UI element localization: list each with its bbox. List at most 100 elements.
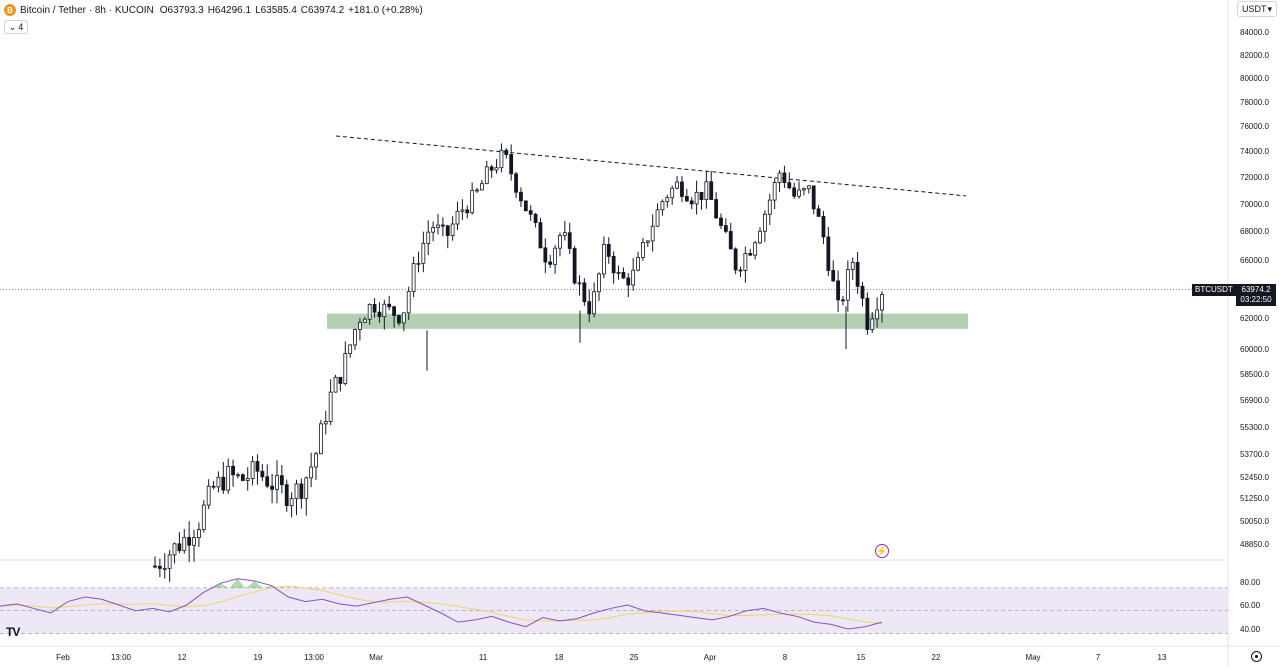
time-tick-label: 15 <box>857 653 866 662</box>
candle-body <box>733 248 738 271</box>
candle-body <box>406 291 411 314</box>
candle-body <box>192 537 196 546</box>
last-price-value: 63974.2 <box>1241 285 1271 294</box>
candle-body <box>665 197 670 202</box>
candle-body <box>680 181 684 197</box>
indicators-toggle-button[interactable]: ⌄ 4 <box>4 20 28 34</box>
candle-body <box>270 485 275 490</box>
price-tick-label: 70000.0 <box>1240 200 1269 209</box>
candle-body <box>762 213 767 232</box>
candle-body <box>753 242 758 256</box>
candle-body <box>504 149 509 155</box>
candle-body <box>558 235 562 249</box>
candle-body <box>636 257 640 271</box>
candle-body <box>314 453 318 468</box>
candle-body <box>470 190 475 214</box>
candle-body <box>514 173 518 193</box>
candle-body <box>211 485 216 488</box>
candle-body <box>850 262 855 270</box>
candle-body <box>250 461 255 479</box>
candle-body <box>201 504 206 531</box>
candle-body <box>216 476 221 488</box>
candle-body <box>494 167 499 171</box>
candle-body <box>743 253 748 271</box>
candle-body <box>660 200 665 211</box>
candle-body <box>616 272 621 274</box>
time-tick-label: 19 <box>254 653 263 662</box>
candle-body <box>758 230 762 244</box>
candle-body <box>533 213 538 223</box>
candle-body <box>655 209 660 227</box>
candle-body <box>689 200 694 205</box>
time-tick-label: 25 <box>630 653 639 662</box>
candle-body <box>240 474 245 481</box>
rsi-ma-line <box>0 585 883 624</box>
candle-body <box>831 270 836 282</box>
ohlc-open: O63793.3 <box>159 4 204 16</box>
candle-body <box>587 301 592 315</box>
symbol-title[interactable]: Bitcoin / Tether · 8h · KUCOIN <box>20 4 154 16</box>
currency-select[interactable]: USDT ▾ <box>1237 1 1277 17</box>
candle-body <box>806 185 811 190</box>
candle-body <box>338 376 343 384</box>
candle-body <box>748 253 753 256</box>
candle-body <box>455 210 460 225</box>
candle-body <box>318 423 323 455</box>
ohlc-low: L63585.4 <box>255 4 297 16</box>
candle-body <box>645 240 650 243</box>
candle-body <box>631 269 636 286</box>
candle-body <box>670 187 675 199</box>
candle-body <box>289 498 294 507</box>
candle-body <box>182 536 187 552</box>
candle-body <box>626 277 631 286</box>
tradingview-logo[interactable]: TV <box>6 625 20 639</box>
candle-body <box>480 183 484 191</box>
candle-body <box>728 230 733 250</box>
candle-body <box>601 244 606 275</box>
candle-body <box>855 262 860 287</box>
candle-body <box>226 465 231 491</box>
replay-lightning-icon[interactable]: ⚡ <box>875 544 889 558</box>
candle-body <box>684 196 689 202</box>
candle-body <box>860 285 865 299</box>
candle-body <box>538 222 543 249</box>
candle-body <box>567 232 572 249</box>
candle-body <box>611 255 616 274</box>
time-tick-label: 8 <box>783 653 788 662</box>
rsi-tick-label: 40.00 <box>1240 625 1261 634</box>
price-tick-label: 62000.0 <box>1240 314 1269 323</box>
price-tick-label: 60000.0 <box>1240 345 1269 354</box>
rsi-line <box>0 578 883 630</box>
candle-body <box>553 247 557 265</box>
time-tick-label: 13 <box>1158 653 1167 662</box>
candle-body <box>275 475 279 490</box>
candle-body <box>699 191 704 200</box>
candle-body <box>358 321 362 330</box>
time-tick-label: 18 <box>555 653 564 662</box>
candle-body <box>509 154 514 175</box>
candle-body <box>772 182 777 201</box>
price-tick-label: 52450.0 <box>1240 473 1269 482</box>
last-price-badge: 63974.2 03:22:50 <box>1236 284 1276 306</box>
candle-body <box>792 187 797 197</box>
candle-body <box>577 282 582 285</box>
candle-body <box>836 280 840 301</box>
candle-body <box>333 376 338 393</box>
candle-body <box>245 478 250 481</box>
candle-body <box>197 529 201 538</box>
price-tick-label: 76000.0 <box>1240 122 1269 131</box>
candle-body <box>714 199 719 219</box>
candle-body <box>187 536 192 546</box>
candle-body <box>875 309 880 320</box>
candle-body <box>440 224 445 227</box>
chart-settings-gear-icon[interactable] <box>1251 651 1262 662</box>
candle-body <box>460 209 465 212</box>
price-tick-label: 68000.0 <box>1240 227 1269 236</box>
dropdown-arrow-icon: ▾ <box>1267 3 1272 14</box>
candle-body <box>562 232 567 236</box>
candle-body <box>767 199 772 215</box>
price-tick-label: 50050.0 <box>1240 517 1269 526</box>
candle-body <box>231 465 235 476</box>
